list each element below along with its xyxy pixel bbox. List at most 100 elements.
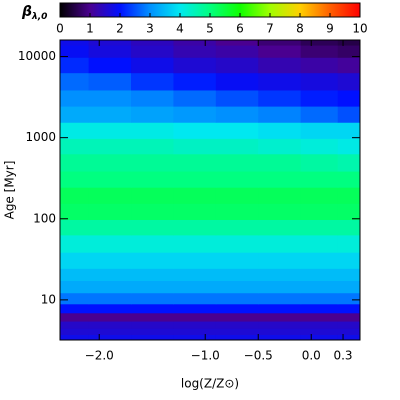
heatmap-cell — [60, 303, 90, 314]
heatmap-cell — [131, 321, 174, 329]
heatmap-cell — [173, 219, 217, 236]
colorbar-label: βλ,0 — [21, 4, 47, 22]
heatmap-cell — [258, 45, 302, 58]
heatmap-cell — [215, 187, 259, 204]
heatmap-cell — [215, 252, 259, 269]
heatmap-cell — [300, 252, 339, 269]
heatmap-cell — [337, 187, 361, 204]
heatmap-cell — [60, 328, 90, 335]
heatmap-cell — [60, 138, 90, 155]
heatmap-cell — [173, 303, 217, 314]
colorbar-tick-label: 9 — [326, 22, 334, 36]
heatmap-cell — [88, 234, 132, 253]
heatmap-cell — [60, 72, 90, 91]
heatmap-cell — [60, 219, 90, 236]
heatmap-cell — [258, 321, 302, 329]
x-tick-label: 0.3 — [333, 349, 352, 363]
heatmap-cell — [337, 334, 361, 341]
heatmap-cell — [173, 40, 217, 46]
heatmap-cell — [215, 280, 259, 294]
heatmap-cell — [258, 171, 302, 188]
heatmap-cell — [131, 280, 174, 294]
heatmap-cell — [131, 334, 174, 341]
heatmap-cell — [173, 171, 217, 188]
y-tick-label: 1000 — [25, 130, 56, 144]
heatmap-cell — [337, 89, 361, 107]
heatmap-cell — [258, 203, 302, 220]
heatmap-cell — [173, 106, 217, 123]
heatmap-cell — [300, 203, 339, 220]
heatmap-cell — [337, 45, 361, 58]
heatmap-cell — [300, 138, 339, 155]
heatmap-cell — [60, 312, 90, 322]
heatmap-cell — [131, 45, 174, 58]
heatmap-cell — [60, 171, 90, 188]
heatmap-cell — [215, 106, 259, 123]
heatmap-cell — [88, 57, 132, 74]
colorbar-tick-label: 8 — [296, 22, 304, 36]
heatmap-cell — [173, 312, 217, 322]
heatmap-cell — [300, 219, 339, 236]
heatmap-cell — [258, 40, 302, 46]
heatmap-cell — [60, 106, 90, 123]
heatmap-cell — [337, 40, 361, 46]
heatmap-cell — [131, 153, 174, 172]
heatmap-cell — [88, 122, 132, 139]
heatmap-cell — [60, 45, 90, 58]
heatmap-cell — [173, 187, 217, 204]
heatmap-cell — [337, 268, 361, 282]
heatmap-cell — [300, 153, 339, 172]
heatmap-cell — [258, 234, 302, 253]
heatmap-cell — [300, 40, 339, 46]
heatmap-cell — [88, 138, 132, 155]
heatmap-cell — [88, 334, 132, 341]
heatmap-cell — [337, 280, 361, 294]
heatmap-cell — [173, 89, 217, 107]
heatmap-cell — [258, 303, 302, 314]
heatmap-cell — [215, 334, 259, 341]
colorbar-tick-label: 2 — [116, 22, 124, 36]
heatmap-cell — [173, 203, 217, 220]
colorbar-tick-label: 3 — [146, 22, 154, 36]
heatmap-cell — [300, 122, 339, 139]
heatmap-cell — [215, 292, 259, 305]
heatmap-cell — [88, 106, 132, 123]
heatmap-cell — [300, 268, 339, 282]
heatmap-cell — [300, 321, 339, 329]
colorbar-tick-label: 4 — [176, 22, 184, 36]
heatmap-cell — [131, 138, 174, 155]
heatmap-cell — [300, 72, 339, 91]
x-tick-label: 0.0 — [302, 349, 321, 363]
heatmap-cell — [215, 219, 259, 236]
heatmap-cell — [215, 312, 259, 322]
heatmap-cell — [88, 268, 132, 282]
heatmap-cell — [60, 40, 90, 46]
heatmap-cell — [60, 292, 90, 305]
colorbar-tick-label: 7 — [266, 22, 274, 36]
heatmap-cell — [337, 106, 361, 123]
heatmap-cell — [337, 203, 361, 220]
heatmap-cell — [258, 57, 302, 74]
heatmap-cell — [131, 203, 174, 220]
heatmap-cell — [131, 171, 174, 188]
heatmap-cell — [258, 268, 302, 282]
heatmap-cell — [88, 72, 132, 91]
heatmap-cell — [131, 187, 174, 204]
heatmap-cell — [173, 57, 217, 74]
heatmap-cell — [300, 171, 339, 188]
heatmap-cell — [60, 122, 90, 139]
heatmap-cell — [131, 252, 174, 269]
heatmap-cell — [131, 219, 174, 236]
heatmap-cell — [300, 45, 339, 58]
heatmap-cell — [337, 328, 361, 335]
heatmap-cell — [88, 280, 132, 294]
heatmap-cell — [173, 292, 217, 305]
x-axis-label: log(Z/Z⊙) — [181, 377, 239, 391]
heatmap-cell — [258, 106, 302, 123]
colorbar-label-sub: λ,0 — [31, 12, 47, 22]
heatmap-cell — [300, 312, 339, 322]
heatmap-cell — [131, 312, 174, 322]
heatmap-cell — [60, 334, 90, 341]
heatmap-cell — [337, 57, 361, 74]
